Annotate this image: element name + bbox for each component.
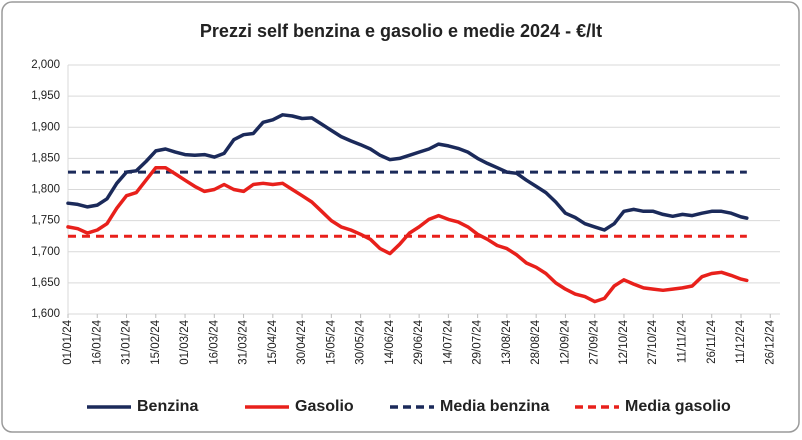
x-tick-label: 16/01/24 — [91, 319, 103, 364]
chart-frame — [1, 1, 800, 433]
y-tick-label: 1,700 — [31, 246, 60, 258]
x-tick-label: 15/02/24 — [150, 319, 162, 364]
x-tick-label: 15/04/24 — [267, 319, 279, 364]
x-tick-label: 14/06/24 — [384, 319, 396, 364]
x-tick-label: 30/05/24 — [355, 319, 367, 364]
x-tick-label: 13/08/24 — [501, 319, 513, 364]
x-tick-label: 01/03/24 — [179, 319, 191, 364]
y-tick-label: 1,600 — [31, 308, 60, 320]
x-tick-label: 27/09/24 — [589, 319, 601, 364]
y-tick-label: 1,650 — [31, 277, 60, 289]
y-tick-label: 1,800 — [31, 184, 60, 196]
x-tick-label: 11/12/24 — [735, 319, 747, 364]
series-line — [66, 165, 749, 304]
legend-label: Benzina — [137, 398, 198, 415]
x-tick-label: 11/11/24 — [676, 319, 688, 363]
x-tick-label: 14/07/24 — [442, 319, 454, 364]
x-tick-label: 12/09/24 — [559, 319, 571, 364]
x-tick-label: 12/10/24 — [618, 319, 630, 364]
x-tick-label: 28/08/24 — [530, 319, 542, 364]
x-tick-label: 15/05/24 — [325, 319, 337, 364]
y-tick-label: 1,850 — [31, 152, 60, 164]
legend-label: Gasolio — [295, 398, 354, 415]
y-tick-label: 1,750 — [31, 215, 60, 227]
chart-title: Prezzi self benzina e gasolio e medie 20… — [200, 21, 602, 41]
y-tick-label: 1,950 — [31, 90, 60, 102]
x-tick-label: 29/06/24 — [413, 319, 425, 364]
x-tick-label: 29/07/24 — [472, 319, 484, 364]
legend-label: Media gasolio — [625, 398, 731, 415]
legend-label: Media benzina — [440, 398, 549, 415]
x-tick-label: 16/03/24 — [208, 319, 220, 364]
y-tick-label: 1,900 — [31, 121, 60, 133]
x-tick-label: 31/01/24 — [121, 319, 133, 364]
x-tick-label: 26/12/24 — [764, 319, 776, 364]
x-tick-label: 27/10/24 — [647, 319, 659, 364]
x-tick-label: 01/01/24 — [62, 319, 74, 364]
x-tick-label: 26/11/24 — [706, 319, 718, 364]
series-line — [66, 113, 749, 232]
x-tick-label: 30/04/24 — [296, 319, 308, 364]
y-tick-label: 2,000 — [31, 59, 60, 71]
x-tick-label: 31/03/24 — [238, 319, 250, 364]
